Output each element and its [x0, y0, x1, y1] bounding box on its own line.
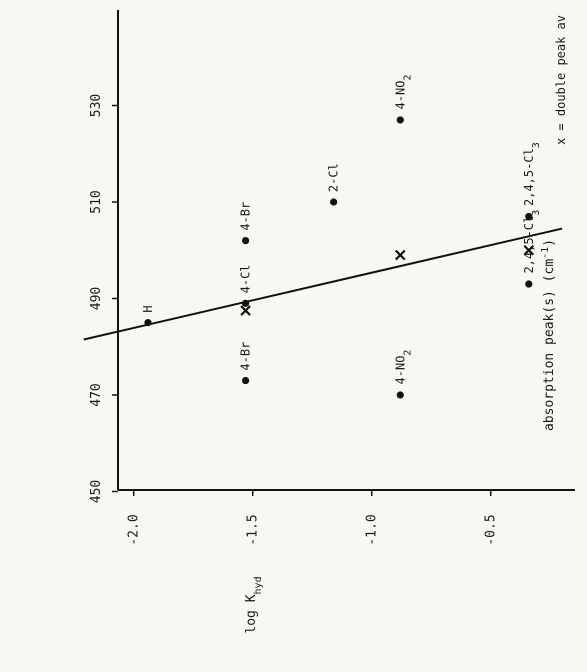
data-point	[525, 212, 533, 221]
fit-line	[83, 227, 563, 341]
data-point	[396, 391, 404, 399]
point-label: H	[141, 305, 155, 312]
legend-note: x = double peak av	[554, 15, 568, 145]
x-tick-label: 450	[89, 480, 104, 503]
y-tick-label: -0.5	[484, 514, 499, 545]
y-tick-label: -1.5	[246, 514, 261, 545]
double-peak-marker	[240, 305, 251, 316]
x-tick-label: 470	[89, 383, 104, 406]
data-point	[525, 280, 533, 288]
point-label: 4-Cl	[239, 264, 253, 293]
data-point	[241, 299, 250, 307]
x-tick-label: 510	[89, 190, 104, 213]
y-tick-label: -2.0	[127, 514, 142, 545]
double-peak-marker	[523, 244, 535, 256]
point-label: 2,4,5-Cl3	[522, 142, 542, 206]
marker-stroke	[523, 244, 535, 256]
ticks: 450 470 490 510 530 -2.0 -1.5 -1.0 -0.5	[89, 94, 499, 546]
data-point	[330, 198, 338, 206]
double-peak-markers	[240, 244, 535, 316]
data-point	[144, 319, 152, 327]
point-label: 4-Br	[239, 342, 253, 371]
data-point	[241, 376, 250, 385]
y-tick-label: -1.0	[365, 514, 380, 545]
point-label: 2-Cl	[327, 163, 341, 192]
data-point	[241, 237, 250, 245]
double-peak-marker	[395, 249, 406, 261]
data-points: H 4-Cl 4-Br 4-Br 2-Cl 4-NO2 4-NO2 2,4,5-Cl3 2,4,…	[141, 75, 541, 399]
point-label: 4-Br	[239, 202, 253, 231]
fit-line-group	[83, 227, 563, 341]
marker-stroke	[395, 249, 406, 261]
y-axis-title: log Khyd	[244, 576, 264, 633]
marker-stroke	[240, 305, 251, 316]
axis-titles: absorption peak(s) (cm-1) log Khyd x = dou…	[244, 15, 568, 634]
axes	[117, 10, 575, 491]
point-label: 2,4,5-Cl3	[522, 210, 542, 274]
point-label: 4-NO2	[393, 75, 413, 110]
data-point	[396, 116, 404, 124]
point-label: 4-NO2	[393, 350, 413, 385]
x-tick-label: 530	[89, 94, 104, 117]
x-axis-title: absorption peak(s) (cm-1)	[540, 239, 558, 431]
x-tick-label: 490	[89, 287, 104, 310]
